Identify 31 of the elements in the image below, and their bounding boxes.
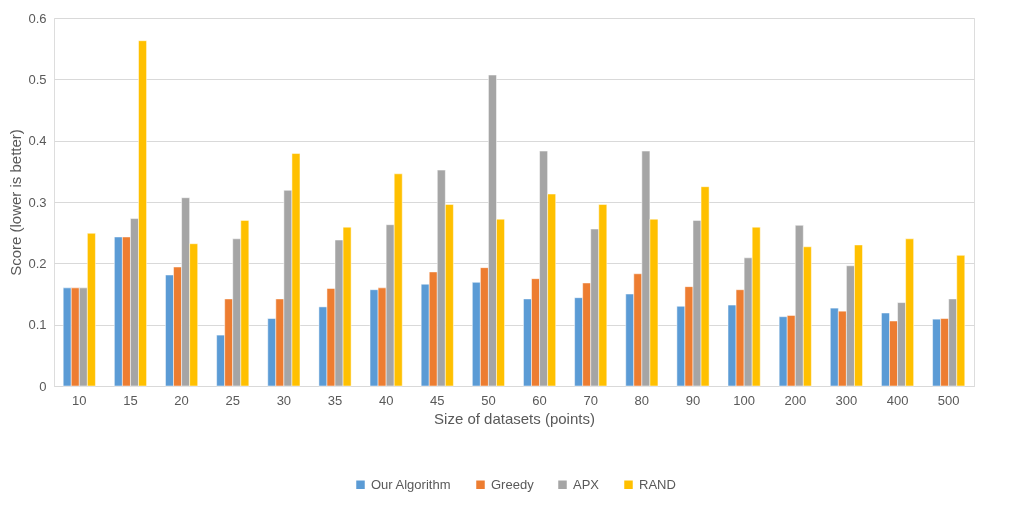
x-tick-label: 90	[685, 392, 701, 408]
x-tick-label: 40	[378, 392, 394, 408]
x-tick-label: 35	[327, 392, 343, 408]
x-tick-label: 10	[72, 392, 87, 408]
x-tick-label: 25	[225, 392, 240, 408]
x-tick-label: 500	[937, 392, 960, 408]
x-tick-label: 400	[886, 392, 909, 408]
x-tick-label: 80	[634, 392, 650, 408]
y-tick-label: 0.1	[28, 317, 47, 333]
x-tick-label: 200	[784, 392, 807, 408]
y-tick-label: 0.3	[28, 194, 47, 210]
y-tick-label: 0.2	[28, 255, 47, 271]
x-axis-title: Size of datasets (points)	[434, 409, 595, 427]
y-tick-label: 0.5	[28, 71, 47, 87]
legend-label: APX	[573, 476, 600, 492]
y-axis-title: Score (lower is better)	[7, 129, 25, 276]
x-tick-label: 70	[583, 392, 598, 408]
y-tick-label: 0.6	[28, 10, 47, 26]
x-tick-label: 50	[481, 392, 496, 408]
x-tick-label: 30	[276, 392, 292, 408]
x-tick-label: 300	[835, 392, 858, 408]
legend-label: Our Algorithm	[371, 476, 451, 492]
x-tick-label: 100	[733, 392, 755, 408]
x-tick-label: 15	[123, 392, 138, 408]
legend-label: RAND	[639, 476, 676, 492]
x-tick-label: 60	[532, 392, 547, 408]
x-tick-label: 45	[430, 392, 445, 408]
y-tick-label: 0	[39, 378, 47, 394]
y-tick-label: 0.4	[28, 133, 47, 149]
x-tick-label: 20	[174, 392, 189, 408]
legend-label: Greedy	[491, 476, 535, 492]
